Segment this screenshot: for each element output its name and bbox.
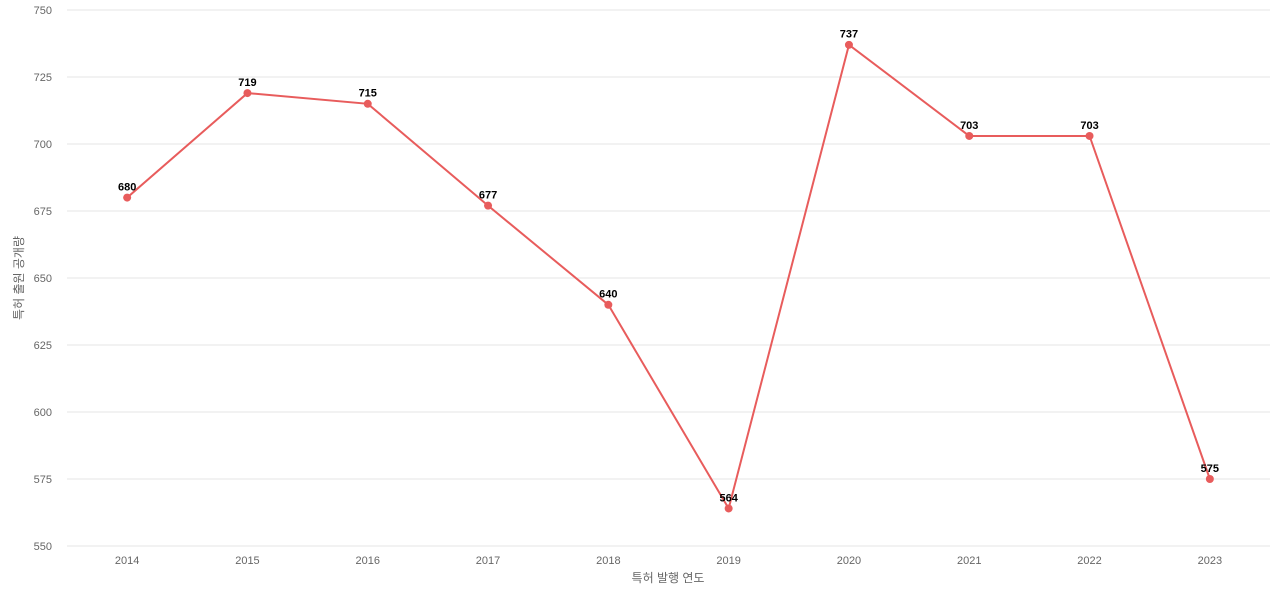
point xyxy=(844,40,853,49)
value-label: 703 xyxy=(960,120,978,132)
x-tick-label: 2023 xyxy=(1198,555,1222,567)
point xyxy=(1205,475,1214,483)
point xyxy=(484,201,493,210)
x-tick-label: 2018 xyxy=(596,555,620,567)
x-tick-label: 2017 xyxy=(476,555,500,567)
y-tick-label: 725 xyxy=(34,72,52,84)
point xyxy=(965,131,974,140)
point xyxy=(243,89,252,98)
point xyxy=(604,300,613,309)
value-label: 737 xyxy=(840,29,858,41)
y-tick-label: 600 xyxy=(34,407,52,419)
value-label: 703 xyxy=(1080,120,1098,132)
y-tick-label: 750 xyxy=(34,5,52,17)
value-label: 575 xyxy=(1201,463,1219,475)
value-label: 715 xyxy=(359,88,377,100)
point xyxy=(363,99,372,108)
value-label: 680 xyxy=(118,182,136,194)
y-tick-label: 700 xyxy=(34,139,52,151)
value-label: 677 xyxy=(479,190,497,202)
value-label: 640 xyxy=(599,289,617,301)
x-tick-label: 2016 xyxy=(356,555,380,567)
point xyxy=(1085,131,1094,140)
line xyxy=(126,43,1211,512)
y-tick-label: 550 xyxy=(34,541,52,553)
point xyxy=(123,193,132,202)
value-label: 564 xyxy=(719,492,738,504)
y-tick-label: 625 xyxy=(34,340,52,352)
x-tick-label: 2021 xyxy=(957,555,981,567)
y-tick-label: 575 xyxy=(34,474,52,486)
x-tick-label: 2014 xyxy=(115,555,139,567)
x-tick-label: 2020 xyxy=(837,555,861,567)
point xyxy=(724,504,733,513)
x-axis-title: 특허 발행 연도 xyxy=(632,570,705,585)
y-tick-label: 675 xyxy=(34,206,52,218)
x-tick-label: 2015 xyxy=(235,555,259,567)
x-tick-label: 2022 xyxy=(1077,555,1101,567)
y-tick-label: 650 xyxy=(34,273,52,285)
value-label: 719 xyxy=(238,77,256,89)
y-axis-title: 특허 출원 공개량 xyxy=(12,236,26,320)
x-tick-label: 2019 xyxy=(716,555,740,567)
